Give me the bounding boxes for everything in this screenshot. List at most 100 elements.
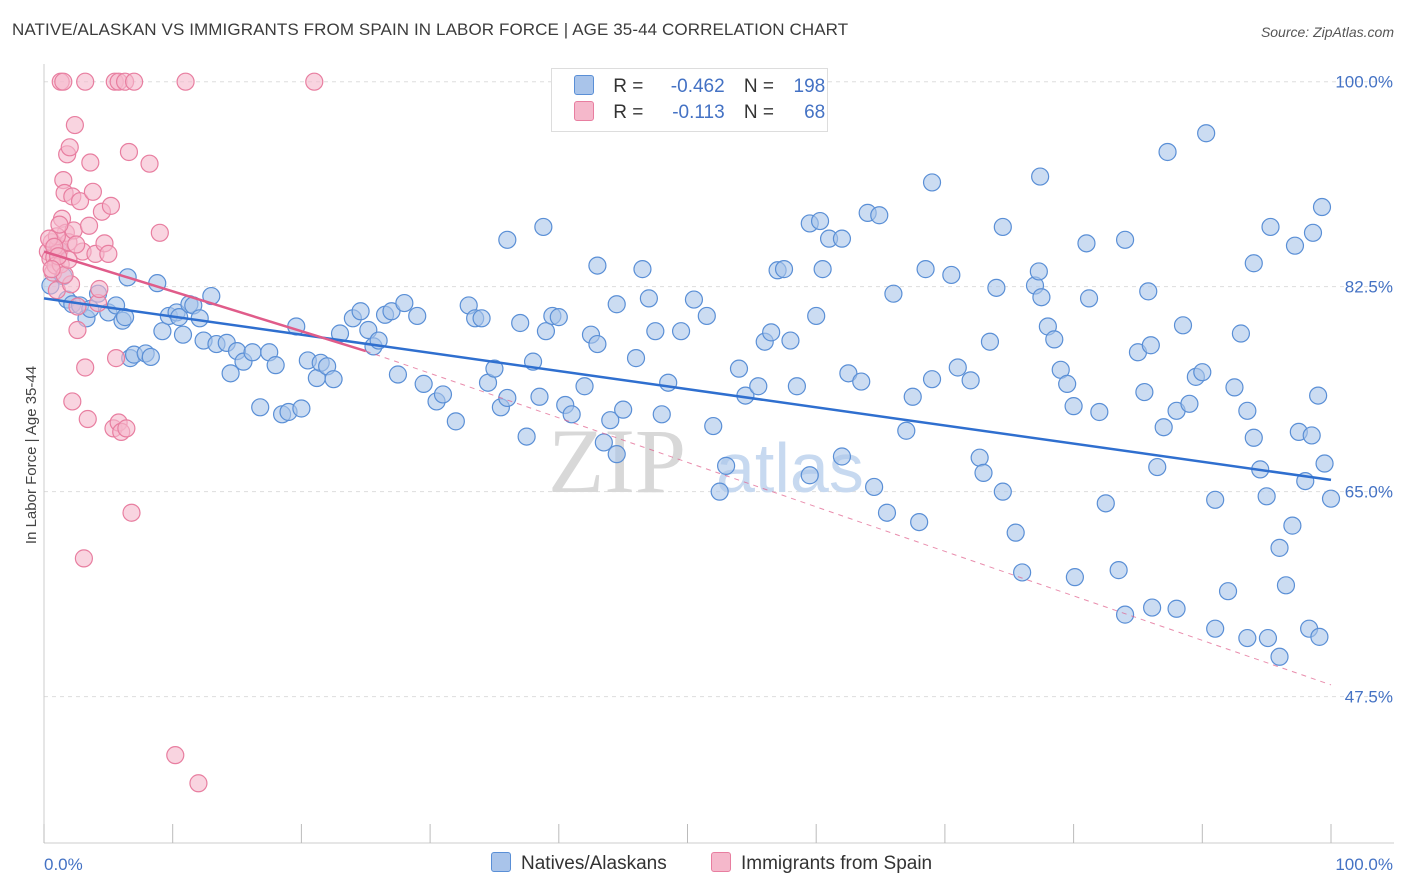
point-natives	[922, 370, 942, 389]
point-natives	[800, 466, 819, 485]
point-natives	[498, 230, 517, 249]
point-natives	[852, 372, 871, 391]
legend-row-spain: R = -0.113 N = 68	[574, 101, 825, 125]
point-natives	[1064, 397, 1083, 416]
point-natives	[993, 217, 1012, 237]
point-natives	[749, 377, 768, 396]
legend-r-value: -0.462	[670, 76, 725, 97]
x-tick-labels: 0.0% 100.0%	[44, 855, 1393, 874]
point-spain	[140, 154, 159, 173]
legend-r-value: -0.113	[672, 102, 725, 123]
point-natives	[1238, 628, 1257, 648]
point-natives	[1143, 598, 1162, 617]
point-natives	[897, 421, 916, 440]
point-natives	[633, 260, 652, 279]
point-natives	[942, 265, 961, 285]
point-natives	[588, 334, 607, 354]
x-tick-label: 0.0%	[44, 855, 83, 874]
point-natives	[1206, 490, 1225, 509]
point-natives	[1154, 418, 1173, 437]
point-natives	[485, 359, 504, 378]
point-natives	[1270, 538, 1289, 557]
legend-r-label: R =	[613, 76, 644, 97]
point-natives	[1032, 288, 1051, 307]
series-natives-points	[41, 124, 1341, 666]
point-spain	[117, 419, 136, 438]
point-natives	[684, 290, 704, 309]
point-natives	[884, 284, 903, 303]
point-natives	[266, 356, 285, 375]
point-natives	[762, 323, 781, 342]
point-natives	[987, 278, 1006, 297]
point-natives	[575, 377, 594, 396]
point-natives	[1167, 599, 1186, 618]
point-natives	[588, 256, 607, 275]
point-natives	[141, 347, 160, 367]
legend-n-label: N =	[743, 102, 774, 123]
y-tick-label: 100.0%	[1335, 73, 1393, 92]
point-natives	[807, 306, 826, 326]
axes	[43, 64, 1394, 844]
point-natives	[1261, 217, 1280, 237]
series-spain-points	[38, 72, 324, 793]
point-natives	[922, 173, 942, 192]
watermark-atlas: atlas	[716, 429, 864, 507]
trend-lines	[43, 250, 1332, 686]
point-natives	[1109, 561, 1128, 580]
point-natives	[408, 306, 427, 326]
point-natives	[652, 405, 671, 424]
point-natives	[626, 349, 646, 368]
y-axis-label: In Labor Force | Age 35-44	[23, 366, 40, 544]
y-tick-label: 82.5%	[1345, 278, 1393, 297]
legend-item-spain: Immigrants from Spain	[711, 852, 932, 875]
point-natives	[1218, 582, 1238, 601]
legend-item-natives: Natives/Alaskans	[491, 852, 667, 875]
point-natives	[1197, 124, 1216, 143]
point-spain	[68, 297, 87, 316]
point-spain	[81, 153, 100, 172]
point-natives	[251, 398, 270, 417]
point-spain	[122, 503, 141, 522]
point-natives	[1031, 167, 1050, 186]
point-natives	[1321, 489, 1341, 508]
trend-line-natives	[43, 297, 1332, 482]
point-natives	[870, 206, 889, 225]
legend-swatch-blue	[491, 852, 511, 872]
point-natives	[1312, 197, 1332, 217]
point-spain	[99, 244, 118, 263]
point-natives	[614, 400, 633, 419]
point-natives	[243, 343, 262, 362]
point-spain	[63, 392, 82, 411]
point-natives	[974, 463, 993, 482]
point-natives	[1258, 628, 1278, 648]
y-tick-label: 65.0%	[1345, 483, 1393, 502]
point-natives	[810, 211, 830, 231]
point-natives	[601, 411, 620, 430]
point-natives	[1238, 401, 1257, 420]
point-spain	[78, 409, 97, 429]
point-natives	[865, 477, 884, 497]
point-natives	[549, 308, 568, 327]
point-natives	[1206, 619, 1225, 638]
legend-row-natives: R = -0.462 N = 198	[574, 75, 825, 99]
point-natives	[1173, 316, 1193, 335]
point-natives	[1231, 324, 1251, 343]
point-natives	[1158, 142, 1177, 162]
point-spain	[101, 196, 121, 215]
point-natives	[1045, 330, 1064, 349]
x-tick-label: 100.0%	[1335, 855, 1393, 874]
point-natives	[813, 260, 832, 279]
point-natives	[1135, 382, 1154, 402]
chart-title: NATIVE/ALASKAN VS IMMIGRANTS FROM SPAIN …	[12, 20, 849, 39]
point-spain	[119, 142, 139, 162]
point-natives	[517, 427, 536, 446]
point-natives	[1180, 394, 1199, 413]
point-natives	[646, 322, 665, 341]
legend-swatch-blue	[574, 75, 594, 95]
point-spain	[54, 72, 73, 91]
point-natives	[717, 456, 736, 475]
point-natives	[1244, 428, 1263, 447]
point-spain	[83, 182, 103, 201]
point-natives	[1225, 378, 1244, 397]
point-natives	[1257, 487, 1276, 506]
